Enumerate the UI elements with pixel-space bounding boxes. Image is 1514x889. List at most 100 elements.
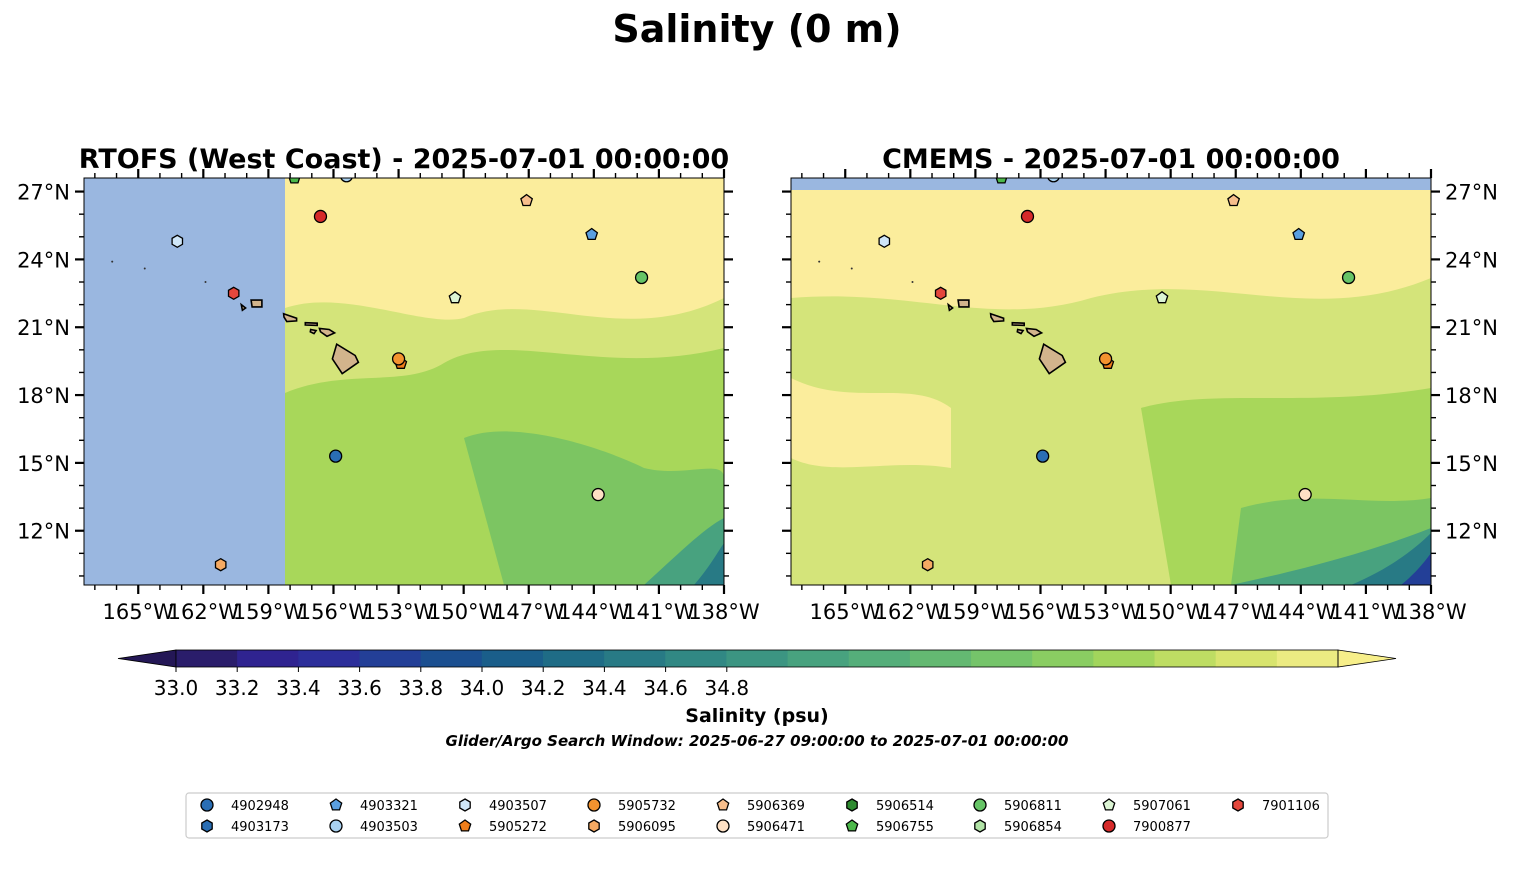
obs-marker-5906369 [1227, 193, 1241, 207]
rtofs-axes: 165°W162°W159°W156°W153°W150°W147°W144°W… [17, 169, 760, 624]
island-lanai [309, 328, 318, 335]
lat-tick-label: 21°N [17, 316, 70, 340]
lon-tick-label: 162°W [168, 600, 240, 624]
islet [911, 281, 914, 284]
obs-marker-5905732 [1098, 352, 1113, 366]
colorbar-segment [176, 650, 238, 667]
island-maui [318, 327, 337, 338]
obs-marker-5906755 [288, 178, 301, 184]
obs-marker-5906095 [921, 557, 934, 572]
legend-marker-4903503 [329, 819, 343, 833]
legend-marker-5906369 [716, 798, 730, 811]
lat-tick-label: 27°N [17, 181, 70, 205]
legend-label: 7900877 [1133, 820, 1191, 835]
colorbar-segment [604, 650, 666, 667]
islet [850, 267, 853, 270]
rtofs-map [84, 178, 724, 585]
colorbar-segment [542, 650, 605, 667]
lon-tick-label: 147°W [493, 600, 565, 624]
lat-tick-label: 12°N [1445, 520, 1498, 544]
lon-tick-label: 150°W [428, 600, 500, 624]
colorbar-frame [175, 649, 1339, 668]
colorbar-tick-label: 34.2 [521, 676, 566, 700]
lon-tick-label: 138°W [688, 600, 760, 624]
colorbar-segment [909, 650, 972, 667]
lon-tick-label: 138°W [1395, 600, 1467, 624]
legend-label: 5905732 [618, 799, 676, 814]
colorbar-tick-label: 33.4 [276, 676, 321, 700]
legend-label: 4903503 [360, 820, 418, 835]
obs-marker-5906369 [520, 193, 534, 207]
obs-marker-5907061 [1155, 290, 1169, 304]
obs-marker-4903321 [1292, 227, 1306, 241]
legend-label: 5906471 [747, 820, 805, 835]
legend-label: 4903321 [360, 799, 418, 814]
legend-marker-7901106 [1232, 798, 1244, 812]
obs-marker-5906471 [1298, 487, 1312, 502]
lon-tick-label: 141°W [1330, 600, 1402, 624]
obs-marker-7900877 [313, 209, 328, 224]
lon-tick-label: 165°W [103, 600, 175, 624]
colorbar-segment [1215, 650, 1278, 667]
colorbar-segment [298, 650, 360, 667]
salinity-region-lowest [694, 543, 724, 585]
colorbar-segment [237, 650, 299, 667]
island-niihau [947, 302, 954, 312]
legend-label: 7901106 [1262, 799, 1320, 814]
map-frame [790, 177, 1432, 586]
lon-tick-label: 144°W [1265, 600, 1337, 624]
island-maui [1025, 327, 1044, 338]
obs-marker-4902948 [1036, 449, 1050, 463]
colorbar-extend-max [1337, 649, 1397, 668]
islet [818, 260, 821, 263]
colorbar-segment [420, 650, 483, 667]
colorbar-segment [787, 650, 850, 667]
legend-label: 5906095 [618, 820, 676, 835]
obs-marker-5906811 [634, 270, 649, 285]
no-data-mask [84, 178, 285, 585]
figure-title: Salinity (0 m) [612, 7, 901, 51]
obs-marker-4902948 [329, 449, 343, 463]
legend-marker-4903173 [201, 819, 213, 833]
island-hawaii [331, 342, 360, 375]
island-molokai [1011, 321, 1025, 327]
colorbar-segment [359, 650, 422, 667]
legend-label: 5906369 [747, 799, 805, 814]
salinity-region-deep [1401, 553, 1431, 585]
colorbar-segment [665, 650, 727, 667]
islet [204, 281, 207, 284]
lon-tick-label: 144°W [558, 600, 630, 624]
obs-marker-4903507 [171, 234, 184, 249]
lat-tick-label: 24°N [1445, 248, 1498, 272]
salinity-region-high [791, 378, 951, 468]
lon-tick-label: 165°W [810, 600, 882, 624]
obs-marker-7900877 [1020, 209, 1035, 224]
colorbar-segment [1032, 650, 1094, 667]
colorbar-segment [481, 650, 544, 667]
colorbar-extend-min [117, 649, 177, 668]
island-oahu [989, 312, 1005, 323]
obs-marker-5906811 [1341, 270, 1356, 285]
obs-marker-5906471 [591, 487, 605, 502]
colorbar-tick-label: 33.8 [399, 676, 444, 700]
colorbar-label: Salinity (psu) [685, 705, 828, 727]
legend-marker-5906755 [845, 819, 859, 832]
island-lanai [1016, 328, 1025, 335]
lon-tick-label: 153°W [1070, 600, 1142, 624]
legend-label: 5907061 [1133, 799, 1191, 814]
colorbar-segment [848, 650, 911, 667]
colorbar-tick-label: 33.0 [154, 676, 199, 700]
lat-tick-label: 15°N [17, 452, 70, 476]
search-window-caption: Glider/Argo Search Window: 2025-06-27 09… [446, 732, 1069, 750]
salinity-region-low [644, 518, 724, 585]
island-oahu [282, 312, 298, 323]
colorbar-tick-label: 33.2 [215, 676, 260, 700]
legend-label: 5906514 [876, 799, 934, 814]
panel-title-rtofs: RTOFS (West Coast) - 2025-07-01 00:00:00 [79, 144, 729, 175]
map-frame [83, 177, 725, 586]
colorbar-segment [971, 650, 1033, 667]
panel-title-cmems: CMEMS - 2025-07-01 00:00:00 [882, 144, 1340, 175]
colorbar-segment [1154, 650, 1217, 667]
lon-tick-label: 147°W [1200, 600, 1272, 624]
